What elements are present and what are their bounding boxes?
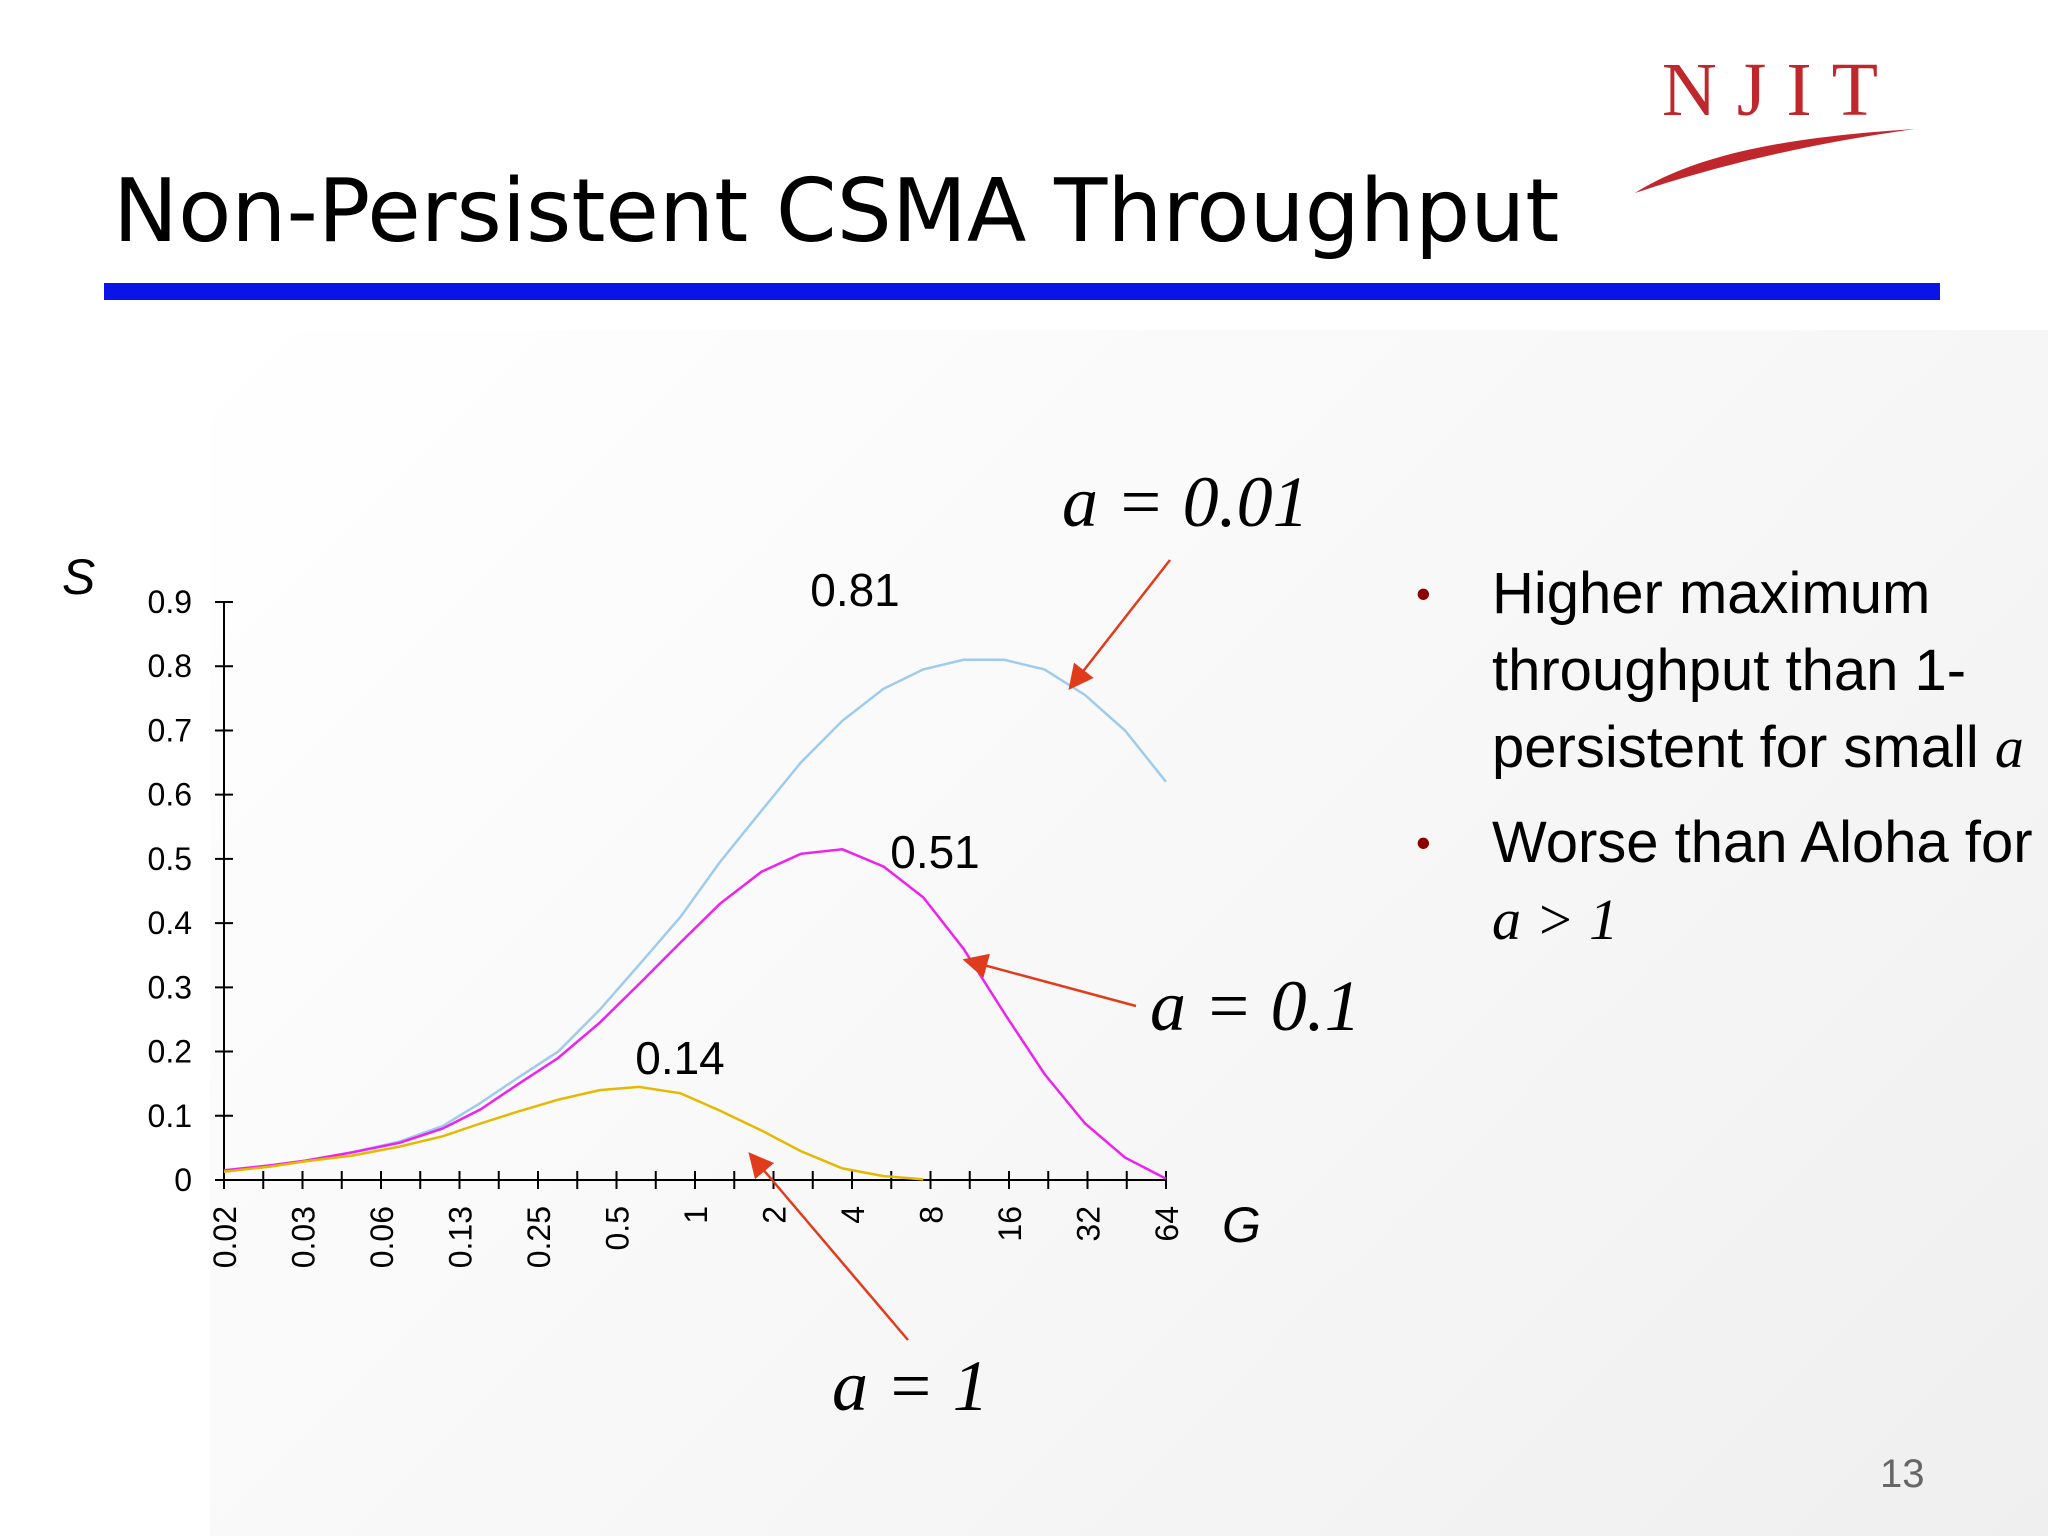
series-line	[223, 1085, 924, 1181]
y-tick-label: 0.3	[148, 969, 192, 1005]
x-tick-label: 0.5	[600, 1206, 636, 1250]
y-tick-label: 0.1	[148, 1098, 192, 1134]
page-number: 13	[1880, 1452, 1925, 1496]
y-axis-label: S	[62, 549, 95, 605]
slide-title: Non-Persistent CSMA Throughput	[113, 160, 1560, 262]
x-tick-label: 8	[914, 1206, 950, 1224]
y-tick-label: 0.2	[148, 1034, 192, 1070]
y-tick-label: 0.8	[148, 648, 192, 684]
bullet-math: a	[1994, 715, 2024, 780]
x-tick-label: 0.06	[364, 1206, 400, 1268]
y-tick-label: 0.9	[148, 584, 192, 620]
slide-background-shade	[210, 330, 2048, 1536]
y-tick-label: 0	[174, 1162, 192, 1198]
y-tick-label: 0.7	[148, 712, 192, 748]
x-tick-label: 16	[992, 1206, 1028, 1242]
y-tick-label: 0.4	[148, 905, 192, 941]
bullet-dot: •	[1416, 570, 1431, 617]
y-tick-label: 0.6	[148, 777, 192, 813]
peak-value-label: 0.51	[890, 826, 980, 878]
peak-value-label: 0.14	[635, 1032, 725, 1084]
series-line	[223, 658, 1167, 1172]
annotation-arrow	[748, 1152, 909, 1341]
x-tick-label: 2	[757, 1206, 793, 1224]
x-tick-label: 0.25	[521, 1206, 557, 1268]
bullet-text: Higher maximum throughput than 1-persist…	[1492, 561, 1995, 780]
x-tick-label: 0.13	[443, 1206, 479, 1268]
series-annotation: a = 0.1	[1150, 966, 1361, 1046]
bullet-dot: •	[1416, 819, 1431, 866]
x-tick-label: 32	[1071, 1206, 1107, 1242]
series-annotation: a = 1	[832, 1346, 989, 1426]
x-tick-label: 64	[1149, 1206, 1185, 1242]
bullet-math: a > 1	[1492, 887, 1619, 952]
bullet-text: Worse than Aloha for	[1492, 810, 2033, 875]
annotation-arrow	[1068, 559, 1171, 690]
x-tick-label: 1	[678, 1206, 714, 1224]
x-tick-label: 0.02	[207, 1206, 243, 1268]
x-tick-label: 0.03	[286, 1206, 322, 1268]
bullet-item: • Higher maximum throughput than 1-persi…	[1400, 555, 2040, 786]
series-line	[223, 848, 1167, 1180]
bullet-item: • Worse than Aloha for a > 1	[1400, 804, 2040, 958]
bullet-list: • Higher maximum throughput than 1-persi…	[1400, 555, 2040, 958]
y-tick-label: 0.5	[148, 841, 192, 877]
title-underline	[104, 283, 1940, 300]
x-tick-label: 4	[835, 1206, 871, 1224]
njit-logo: NJIT	[1635, 48, 1915, 193]
series-annotation: a = 0.01	[1062, 462, 1309, 542]
peak-value-label: 0.81	[810, 564, 900, 616]
njit-logo-text: NJIT	[1662, 48, 1898, 132]
annotation-arrow	[962, 953, 1137, 1008]
x-axis-label: G	[1222, 1197, 1261, 1253]
